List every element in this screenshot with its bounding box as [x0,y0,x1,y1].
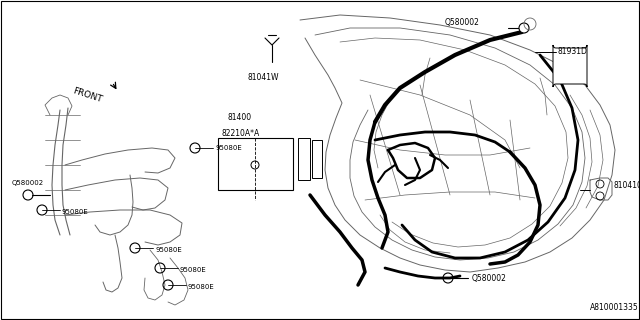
Text: 81400: 81400 [228,114,252,123]
Text: 82210A*A: 82210A*A [222,129,260,138]
Text: 810410*A: 810410*A [614,180,640,189]
Text: 95080E: 95080E [188,284,215,290]
Bar [298,138,310,180]
Bar [312,140,322,178]
Text: 95080E: 95080E [180,267,207,273]
Text: 95080E: 95080E [155,247,182,253]
Text: Q580002: Q580002 [472,274,507,283]
Text: Q580002: Q580002 [12,180,44,186]
Text: Q580002: Q580002 [445,18,480,27]
Circle shape [519,23,529,33]
Text: 95080E: 95080E [215,145,242,151]
Text: 81041W: 81041W [248,74,280,83]
FancyBboxPatch shape [553,45,587,87]
Text: 81931D: 81931D [558,47,588,57]
Text: A810001335: A810001335 [590,303,639,313]
Text: 95080E: 95080E [62,209,89,215]
Bar [218,138,293,190]
Text: FRONT: FRONT [72,86,104,104]
